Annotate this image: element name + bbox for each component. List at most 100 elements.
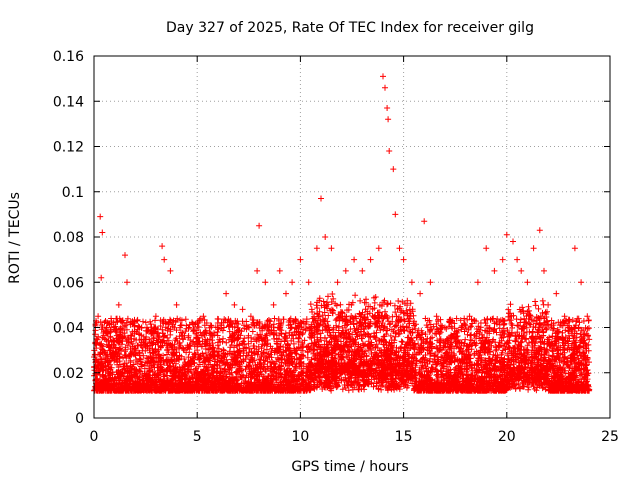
data-point	[328, 245, 335, 252]
y-tick-label: 0	[75, 411, 84, 427]
data-point	[483, 245, 490, 252]
y-tick-label: 0.02	[53, 366, 84, 382]
data-point	[491, 267, 498, 274]
data-point	[99, 229, 106, 236]
x-tick-label: 0	[90, 429, 99, 445]
data-point	[351, 256, 358, 263]
data-point	[132, 347, 139, 354]
chart-title: Day 327 of 2025, Rate Of TEC Index for r…	[166, 20, 534, 36]
data-point	[400, 256, 407, 263]
x-tick-label: 5	[193, 429, 202, 445]
data-point	[433, 313, 440, 320]
data-point	[384, 105, 391, 111]
data-point	[262, 279, 269, 286]
data-point-cloud	[91, 291, 593, 394]
data-point	[161, 256, 168, 263]
data-point	[571, 245, 578, 252]
data-point	[122, 252, 128, 259]
x-tick-label: 15	[395, 429, 413, 445]
data-point	[524, 279, 531, 286]
data-point	[367, 256, 374, 263]
data-point	[239, 306, 246, 313]
data-point	[144, 342, 151, 349]
data-point	[276, 267, 283, 274]
data-point	[185, 324, 192, 331]
y-tick-label: 0.1	[62, 185, 84, 201]
x-tick-label: 10	[291, 429, 309, 445]
y-tick-label: 0.08	[53, 230, 84, 246]
axis-ticks: 0 0.02 0.04 0.06 0.08 0.1 0.12 0.14 0.16 0 5 10 15 20…	[53, 49, 619, 445]
data-point	[578, 279, 585, 286]
data-point	[450, 335, 457, 342]
data-point	[214, 320, 221, 326]
data-point	[565, 324, 572, 331]
data-point	[289, 279, 296, 286]
data-point	[514, 256, 521, 263]
data-point	[101, 335, 108, 342]
data-point	[408, 279, 415, 286]
data-point	[247, 313, 254, 320]
data-point	[396, 245, 403, 252]
data-points	[93, 73, 591, 365]
data-point	[530, 245, 537, 252]
y-tick-label: 0.04	[53, 321, 84, 337]
data-point	[128, 335, 135, 342]
data-point	[173, 301, 180, 308]
data-point	[283, 290, 289, 297]
data-point	[305, 279, 312, 286]
data-point	[98, 274, 105, 281]
data-point	[107, 347, 114, 354]
data-point	[138, 324, 145, 331]
data-point	[200, 313, 207, 320]
data-point	[152, 313, 159, 320]
y-tick-label: 0.16	[53, 49, 84, 65]
data-point	[313, 245, 320, 252]
data-point	[380, 73, 386, 80]
data-point	[499, 256, 506, 263]
data-point	[231, 301, 238, 308]
data-point-cloud-marks	[91, 291, 593, 394]
data-point	[159, 243, 166, 250]
data-point	[385, 116, 392, 123]
data-point	[115, 301, 122, 308]
data-point	[95, 313, 102, 320]
data-point	[223, 290, 230, 297]
data-point	[392, 211, 399, 218]
data-point	[458, 324, 465, 331]
data-point	[97, 213, 104, 220]
data-point	[194, 347, 201, 354]
data-point	[322, 234, 329, 240]
data-point	[545, 301, 552, 308]
data-point	[375, 245, 382, 252]
data-point	[536, 227, 543, 234]
data-point	[179, 335, 186, 342]
data-point	[584, 313, 591, 320]
data-point	[318, 195, 324, 202]
data-point	[256, 222, 263, 229]
y-tick-label: 0.06	[53, 275, 84, 291]
data-point	[342, 267, 349, 274]
data-point	[518, 267, 525, 274]
data-point	[503, 231, 510, 238]
data-point	[382, 84, 388, 91]
data-point	[421, 218, 428, 225]
data-point	[206, 329, 213, 335]
data-point	[510, 238, 516, 245]
x-tick-label: 25	[601, 429, 619, 445]
data-point	[297, 256, 304, 263]
y-tick-label: 0.12	[53, 140, 84, 156]
data-point	[441, 324, 448, 331]
y-tick-label: 0.14	[53, 94, 84, 110]
data-point	[254, 267, 261, 274]
plot-frame	[93, 55, 611, 419]
data-point	[417, 290, 424, 297]
x-axis-label: GPS time / hours	[291, 459, 408, 475]
data-point	[427, 279, 434, 286]
data-point	[386, 148, 393, 154]
data-point	[124, 279, 130, 286]
data-point	[270, 301, 277, 308]
x-tick-label: 20	[498, 429, 516, 445]
data-point	[103, 324, 110, 331]
